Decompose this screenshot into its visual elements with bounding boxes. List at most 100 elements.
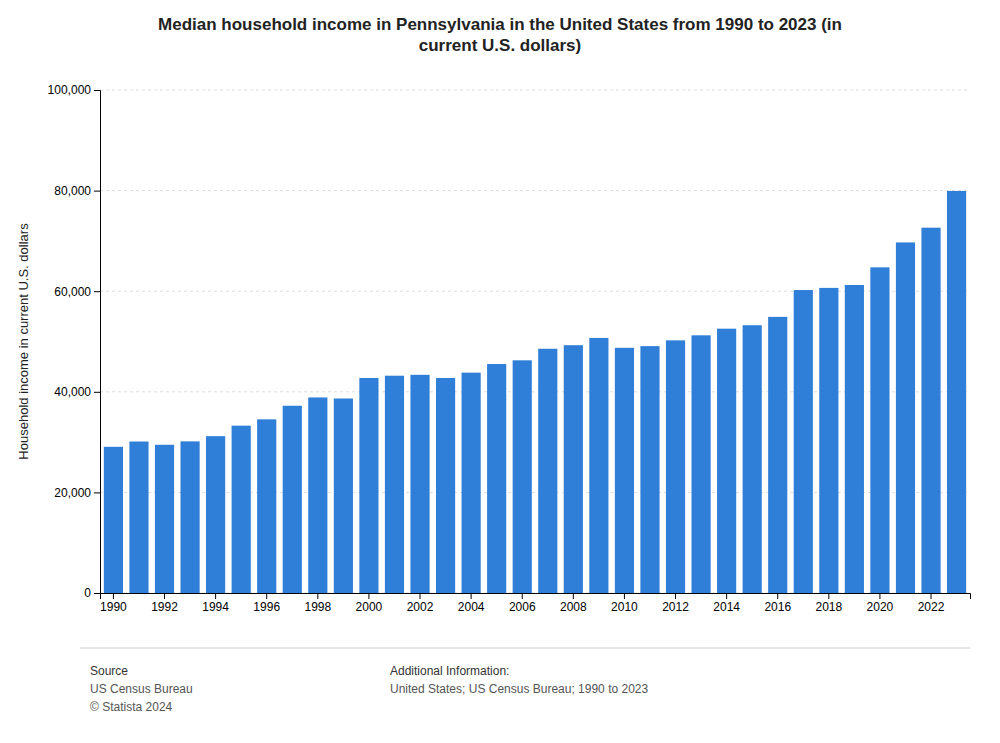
x-tick-label: 2000	[356, 600, 383, 614]
x-tick-label: 2010	[611, 600, 638, 614]
x-tick-label: 2004	[458, 600, 485, 614]
y-tick-mark	[94, 191, 100, 192]
bar	[691, 335, 710, 593]
bar	[768, 317, 787, 593]
bar	[743, 325, 762, 593]
grid-line	[100, 391, 970, 392]
y-tick-label: 80,000	[54, 184, 91, 198]
bar	[155, 445, 174, 593]
x-tick: 1998	[304, 593, 331, 614]
bar	[104, 447, 123, 593]
y-tick-mark	[94, 392, 100, 393]
x-tick-mark	[573, 593, 574, 599]
x-tick-mark	[471, 593, 472, 599]
grid-line	[100, 492, 970, 493]
chart: Median household income in Pennsylvania …	[0, 0, 1000, 743]
x-tick-label: 2016	[764, 600, 791, 614]
y-tick: 80,000	[54, 184, 100, 198]
x-tick: 1992	[151, 593, 178, 614]
title: Median household income in Pennsylvania …	[158, 15, 842, 55]
x-tick: 2010	[611, 593, 638, 614]
bar	[615, 348, 634, 593]
x-tick-mark	[317, 593, 318, 599]
x-tick-mark	[522, 593, 523, 599]
x-tick: 2018	[815, 593, 842, 614]
x-tick: 1990	[100, 593, 127, 614]
bar	[589, 338, 608, 593]
y-tick: 100,000	[48, 83, 100, 97]
x-tick-label: 2008	[560, 600, 587, 614]
bar	[666, 340, 685, 593]
x-tick: 2020	[867, 593, 894, 614]
x-tick: 2014	[713, 593, 740, 614]
x-tick-mark	[624, 593, 625, 599]
y-tick-label: 0	[84, 586, 91, 600]
y-tick-mark	[94, 492, 100, 493]
x-tick: 2006	[509, 593, 536, 614]
x-tick-mark	[675, 593, 676, 599]
grid-line	[100, 190, 970, 191]
x-tick-mark	[113, 593, 114, 599]
x-tick-label: 2012	[662, 600, 689, 614]
y-axis: 0 20,000 40,000 60,000 80,000 100,000	[48, 83, 101, 600]
x-tick-mark	[726, 593, 727, 599]
bar	[819, 288, 838, 593]
x-tick-label: 2022	[918, 600, 945, 614]
bar	[845, 285, 864, 593]
y-tick: 20,000	[54, 486, 100, 500]
x-tick-label: 1992	[151, 600, 178, 614]
x-tick-mark	[420, 593, 421, 599]
y-axis-title: Household income in current U.S. dollars	[16, 223, 31, 460]
y-tick: 60,000	[54, 285, 100, 299]
annotation: Source	[90, 664, 128, 678]
y-axis-line	[94, 91, 101, 594]
y-tick: 0	[84, 586, 100, 600]
x-tick: 2000	[356, 593, 383, 614]
bar	[896, 242, 915, 593]
x-tick-label: 2002	[407, 600, 434, 614]
y-tick-label: 100,000	[48, 83, 92, 97]
bar	[334, 398, 353, 593]
y-tick-label: 40,000	[54, 385, 91, 399]
y-tick-mark	[94, 90, 100, 91]
grid-line	[100, 90, 970, 91]
bar	[308, 397, 327, 593]
x-tick-label: 2018	[815, 600, 842, 614]
x-tick-mark	[215, 593, 216, 599]
bar	[640, 346, 659, 593]
y-tick-label: 60,000	[54, 285, 91, 299]
x-tick-label: 1990	[100, 600, 127, 614]
plot-area: 1990 1992 1994 1996 1998 2000 2002 2004 2006 2008…	[48, 83, 971, 613]
x-tick-label: 1994	[202, 600, 229, 614]
x-tick-mark	[777, 593, 778, 599]
bar	[564, 345, 583, 593]
bar	[410, 375, 429, 593]
footer-divider	[80, 648, 970, 649]
x-tick: 2004	[458, 593, 485, 614]
bar	[206, 436, 225, 593]
grid-line	[100, 291, 970, 292]
annotation: United States; US Census Bureau; 1990 to…	[390, 682, 648, 696]
annotation: US Census Bureau© Statista 2024	[90, 682, 193, 714]
bar	[257, 419, 276, 593]
x-tick-mark	[828, 593, 829, 599]
y-tick: 40,000	[54, 385, 100, 399]
x-tick-mark	[266, 593, 267, 599]
x-tick-label: 2020	[867, 600, 894, 614]
x-tick-label: 1996	[253, 600, 280, 614]
x-tick: 2016	[764, 593, 791, 614]
x-tick: 2012	[662, 593, 689, 614]
bar	[870, 267, 889, 593]
x-tick: 2008	[560, 593, 587, 614]
x-tick: 1996	[253, 593, 280, 614]
bar	[794, 290, 813, 593]
x-tick-mark	[931, 593, 932, 599]
x-axis-line	[101, 594, 971, 600]
x-tick-mark	[368, 593, 369, 599]
bar	[385, 376, 404, 593]
bar	[513, 360, 532, 593]
bar	[717, 329, 736, 593]
x-tick-label: 2006	[509, 600, 536, 614]
x-tick: 2022	[918, 593, 945, 614]
y-tick-mark	[94, 291, 100, 292]
